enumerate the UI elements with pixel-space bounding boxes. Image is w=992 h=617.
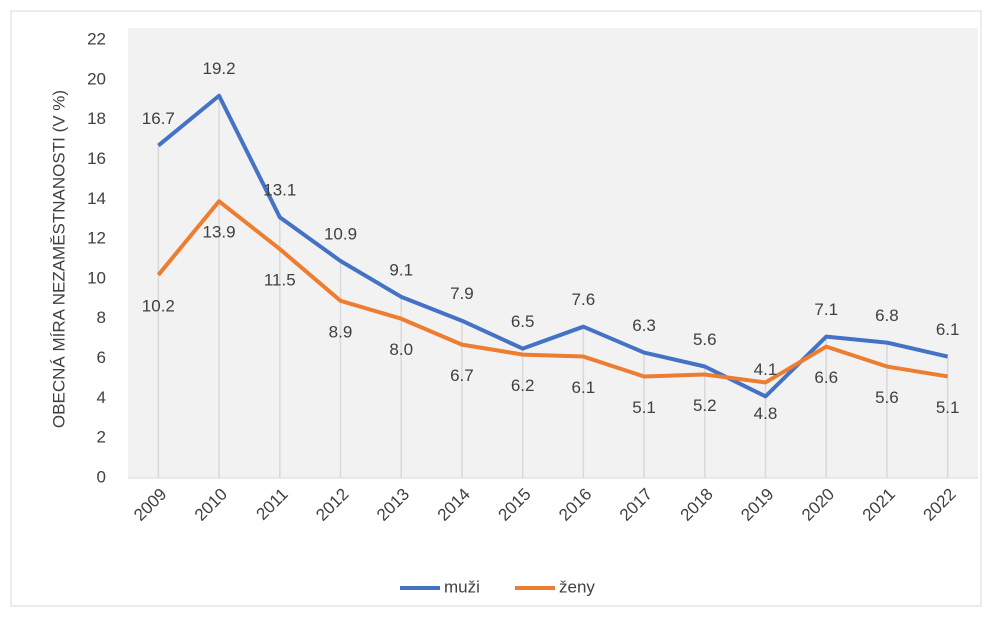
data-label: 5.2 [693, 396, 717, 415]
legend-label: ženy [559, 577, 595, 596]
y-tick-label: 18 [87, 109, 106, 128]
data-label: 6.3 [632, 316, 656, 335]
data-label: 7.1 [814, 300, 838, 319]
data-label: 4.1 [754, 360, 778, 379]
y-axis-label: OBECNÁ MÍRA NEZAMĚSTNANOSTI (V %) [49, 90, 68, 428]
data-label: 7.6 [572, 290, 596, 309]
data-label: 13.1 [263, 181, 296, 200]
y-tick-label: 12 [87, 229, 106, 248]
data-label: 6.6 [814, 368, 838, 387]
y-tick-label: 22 [87, 29, 106, 48]
y-tick-label: 2 [97, 428, 106, 447]
data-label: 5.6 [875, 388, 899, 407]
data-label: 10.9 [324, 224, 357, 243]
series-line [157, 93, 949, 399]
data-label: 19.2 [203, 59, 236, 78]
data-label: 6.7 [450, 366, 474, 385]
y-tick-label: 20 [87, 69, 106, 88]
y-tick-label: 0 [97, 467, 106, 486]
data-label: 6.2 [511, 376, 535, 395]
legend-label: muži [444, 577, 480, 596]
data-label: 16.7 [142, 109, 175, 128]
y-tick-label: 10 [87, 268, 106, 287]
data-label: 9.1 [389, 260, 413, 279]
data-label: 5.1 [936, 398, 960, 417]
y-tick-label: 16 [87, 149, 106, 168]
data-label: 5.6 [693, 330, 717, 349]
y-tick-label: 8 [97, 308, 106, 327]
data-label: 8.9 [329, 322, 353, 341]
data-label: 6.1 [936, 320, 960, 339]
y-tick-label: 4 [97, 388, 106, 407]
y-tick-label: 6 [97, 348, 106, 367]
y-tick-label: 14 [87, 189, 106, 208]
data-label: 13.9 [203, 223, 236, 242]
data-label: 6.5 [511, 312, 535, 331]
data-label: 6.8 [875, 306, 899, 325]
series-line [156, 199, 948, 385]
data-label: 4.8 [754, 404, 778, 423]
data-label: 6.1 [572, 378, 596, 397]
data-label: 7.9 [450, 284, 474, 303]
plot-area [128, 28, 978, 478]
data-label: 8.0 [389, 340, 413, 359]
data-label: 10.2 [142, 296, 175, 315]
data-label: 5.1 [632, 398, 656, 417]
data-label: 11.5 [264, 271, 296, 290]
